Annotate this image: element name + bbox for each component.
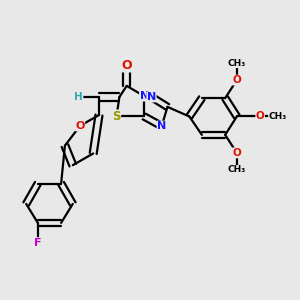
Text: F: F [34,238,42,248]
Text: CH₃: CH₃ [228,59,246,68]
Text: S: S [112,110,121,123]
Text: CH₃: CH₃ [228,165,246,174]
Text: N: N [157,121,166,131]
Text: O: O [232,75,241,85]
Text: O: O [122,59,132,72]
Text: CH₃: CH₃ [268,112,287,121]
Text: O: O [256,112,265,122]
Text: O: O [232,148,241,158]
Text: N: N [147,92,156,102]
Text: H: H [74,92,83,102]
Text: N: N [140,91,149,101]
Text: O: O [75,121,85,131]
